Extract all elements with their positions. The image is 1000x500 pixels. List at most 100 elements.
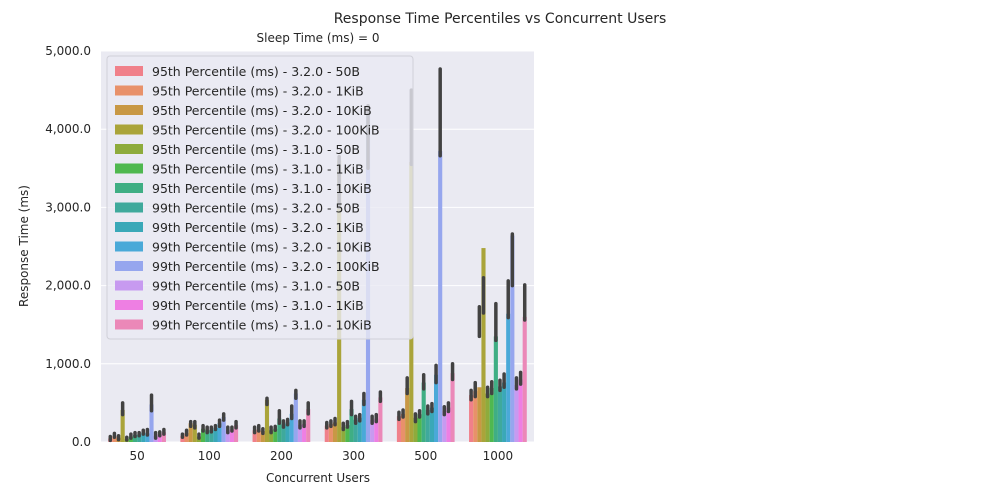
bar: [401, 413, 406, 442]
bar: [188, 423, 193, 442]
bar: [277, 418, 282, 442]
bar: [518, 379, 523, 442]
bar: [297, 424, 303, 442]
legend-swatch: [115, 124, 143, 135]
legend-label: 95th Percentile (ms) - 3.1.0 - 50B: [152, 142, 360, 157]
legend-label: 99th Percentile (ms) - 3.2.0 - 100KiB: [152, 259, 380, 274]
legend-swatch: [115, 105, 143, 115]
bar: [502, 382, 507, 442]
bar: [221, 416, 226, 442]
y-tick-label: 4,000.0: [45, 122, 91, 136]
legend-label: 99th Percentile (ms) - 3.1.0 - 50B: [152, 279, 360, 294]
bar: [213, 427, 218, 442]
bar: [442, 410, 447, 442]
bar: [421, 382, 426, 442]
legend-swatch: [115, 163, 143, 174]
x-tick-label: 500: [414, 449, 437, 463]
bar: [473, 391, 478, 442]
bar: [506, 313, 511, 442]
x-axis-label: Concurrent Users: [266, 471, 370, 485]
error-bars: [108, 67, 527, 443]
bar: [405, 388, 410, 442]
bar: [522, 316, 527, 442]
bar: [425, 409, 430, 442]
bar: [345, 425, 350, 442]
legend-label: 95th Percentile (ms) - 3.2.0 - 100KiB: [152, 123, 380, 138]
bar: [489, 388, 494, 442]
x-tick-label: 50: [129, 449, 144, 463]
bar: [205, 430, 210, 442]
bar: [357, 417, 362, 442]
legend-swatch: [115, 66, 143, 76]
bar: [378, 397, 383, 442]
bar: [450, 373, 455, 442]
y-tick-label: 1,000.0: [45, 357, 91, 371]
y-axis-ticks: 0.0 1,000.0 2,000.0 3,000.0 4,000.0 5,000.0: [45, 44, 91, 449]
bar: [370, 420, 375, 442]
legend-label: 95th Percentile (ms) - 3.1.0 - 10KiB: [152, 181, 372, 196]
bar: [132, 434, 138, 442]
bar: [225, 430, 230, 442]
bar: [396, 416, 402, 442]
legend-swatch: [115, 222, 143, 232]
bar: [429, 407, 434, 442]
legend-swatch: [115, 241, 143, 252]
legend-swatch: [115, 183, 143, 193]
bar: [120, 409, 125, 442]
legend-swatch: [115, 85, 143, 96]
bar: [374, 418, 379, 442]
bar: [413, 417, 418, 442]
legend-swatch: [115, 319, 143, 330]
bar: [269, 430, 274, 442]
legend-label: 95th Percentile (ms) - 3.2.0 - 50B: [152, 64, 360, 79]
legend-label: 95th Percentile (ms) - 3.2.0 - 10KiB: [152, 103, 372, 118]
bar: [112, 436, 117, 442]
bar: [137, 434, 142, 442]
legend: 95th Percentile (ms) - 3.2.0 - 50B 95th P…: [106, 55, 414, 340]
bar: [302, 424, 307, 442]
legend-swatch: [115, 261, 143, 271]
bar: [141, 432, 146, 442]
bar: [285, 422, 290, 442]
bar: [209, 429, 214, 442]
bar: [260, 431, 265, 442]
bar: [438, 151, 443, 442]
legend-label: 99th Percentile (ms) - 3.2.0 - 50B: [152, 201, 360, 216]
y-tick-label: 3,000.0: [45, 200, 91, 214]
y-tick-label: 0.0: [72, 435, 91, 449]
x-tick-label: 300: [342, 449, 365, 463]
bar: [201, 428, 206, 442]
bar: [256, 429, 261, 442]
bar: [217, 423, 222, 442]
legend-swatch: [115, 280, 143, 291]
bar: [510, 235, 515, 442]
bar: [485, 393, 490, 442]
bar: [493, 336, 498, 442]
bar: [341, 427, 346, 442]
bar: [477, 387, 482, 442]
bar: [289, 413, 294, 442]
legend-label: 95th Percentile (ms) - 3.2.0 - 1KiB: [152, 84, 364, 99]
x-tick-label: 1000: [483, 449, 514, 463]
legend-label: 99th Percentile (ms) - 3.1.0 - 10KiB: [152, 318, 372, 333]
x-tick-label: 200: [270, 449, 293, 463]
bar: [332, 422, 338, 442]
bar: [328, 424, 333, 442]
legend-label: 99th Percentile (ms) - 3.2.0 - 1KiB: [152, 220, 364, 235]
bar: [293, 393, 298, 442]
bar: [324, 425, 329, 442]
bar: [161, 432, 166, 442]
chart-subtitle: Sleep Time (ms) = 0: [257, 31, 380, 45]
bar: [192, 424, 197, 442]
bar: [469, 395, 474, 442]
legend-swatch: [115, 300, 143, 310]
legend-swatch: [115, 202, 143, 213]
bar: [157, 434, 162, 442]
bar: [252, 430, 257, 442]
legend-swatch: [115, 144, 143, 154]
y-tick-label: 2,000.0: [45, 279, 91, 293]
bar: [417, 414, 422, 442]
bar: [233, 425, 239, 442]
bar: [184, 433, 189, 442]
